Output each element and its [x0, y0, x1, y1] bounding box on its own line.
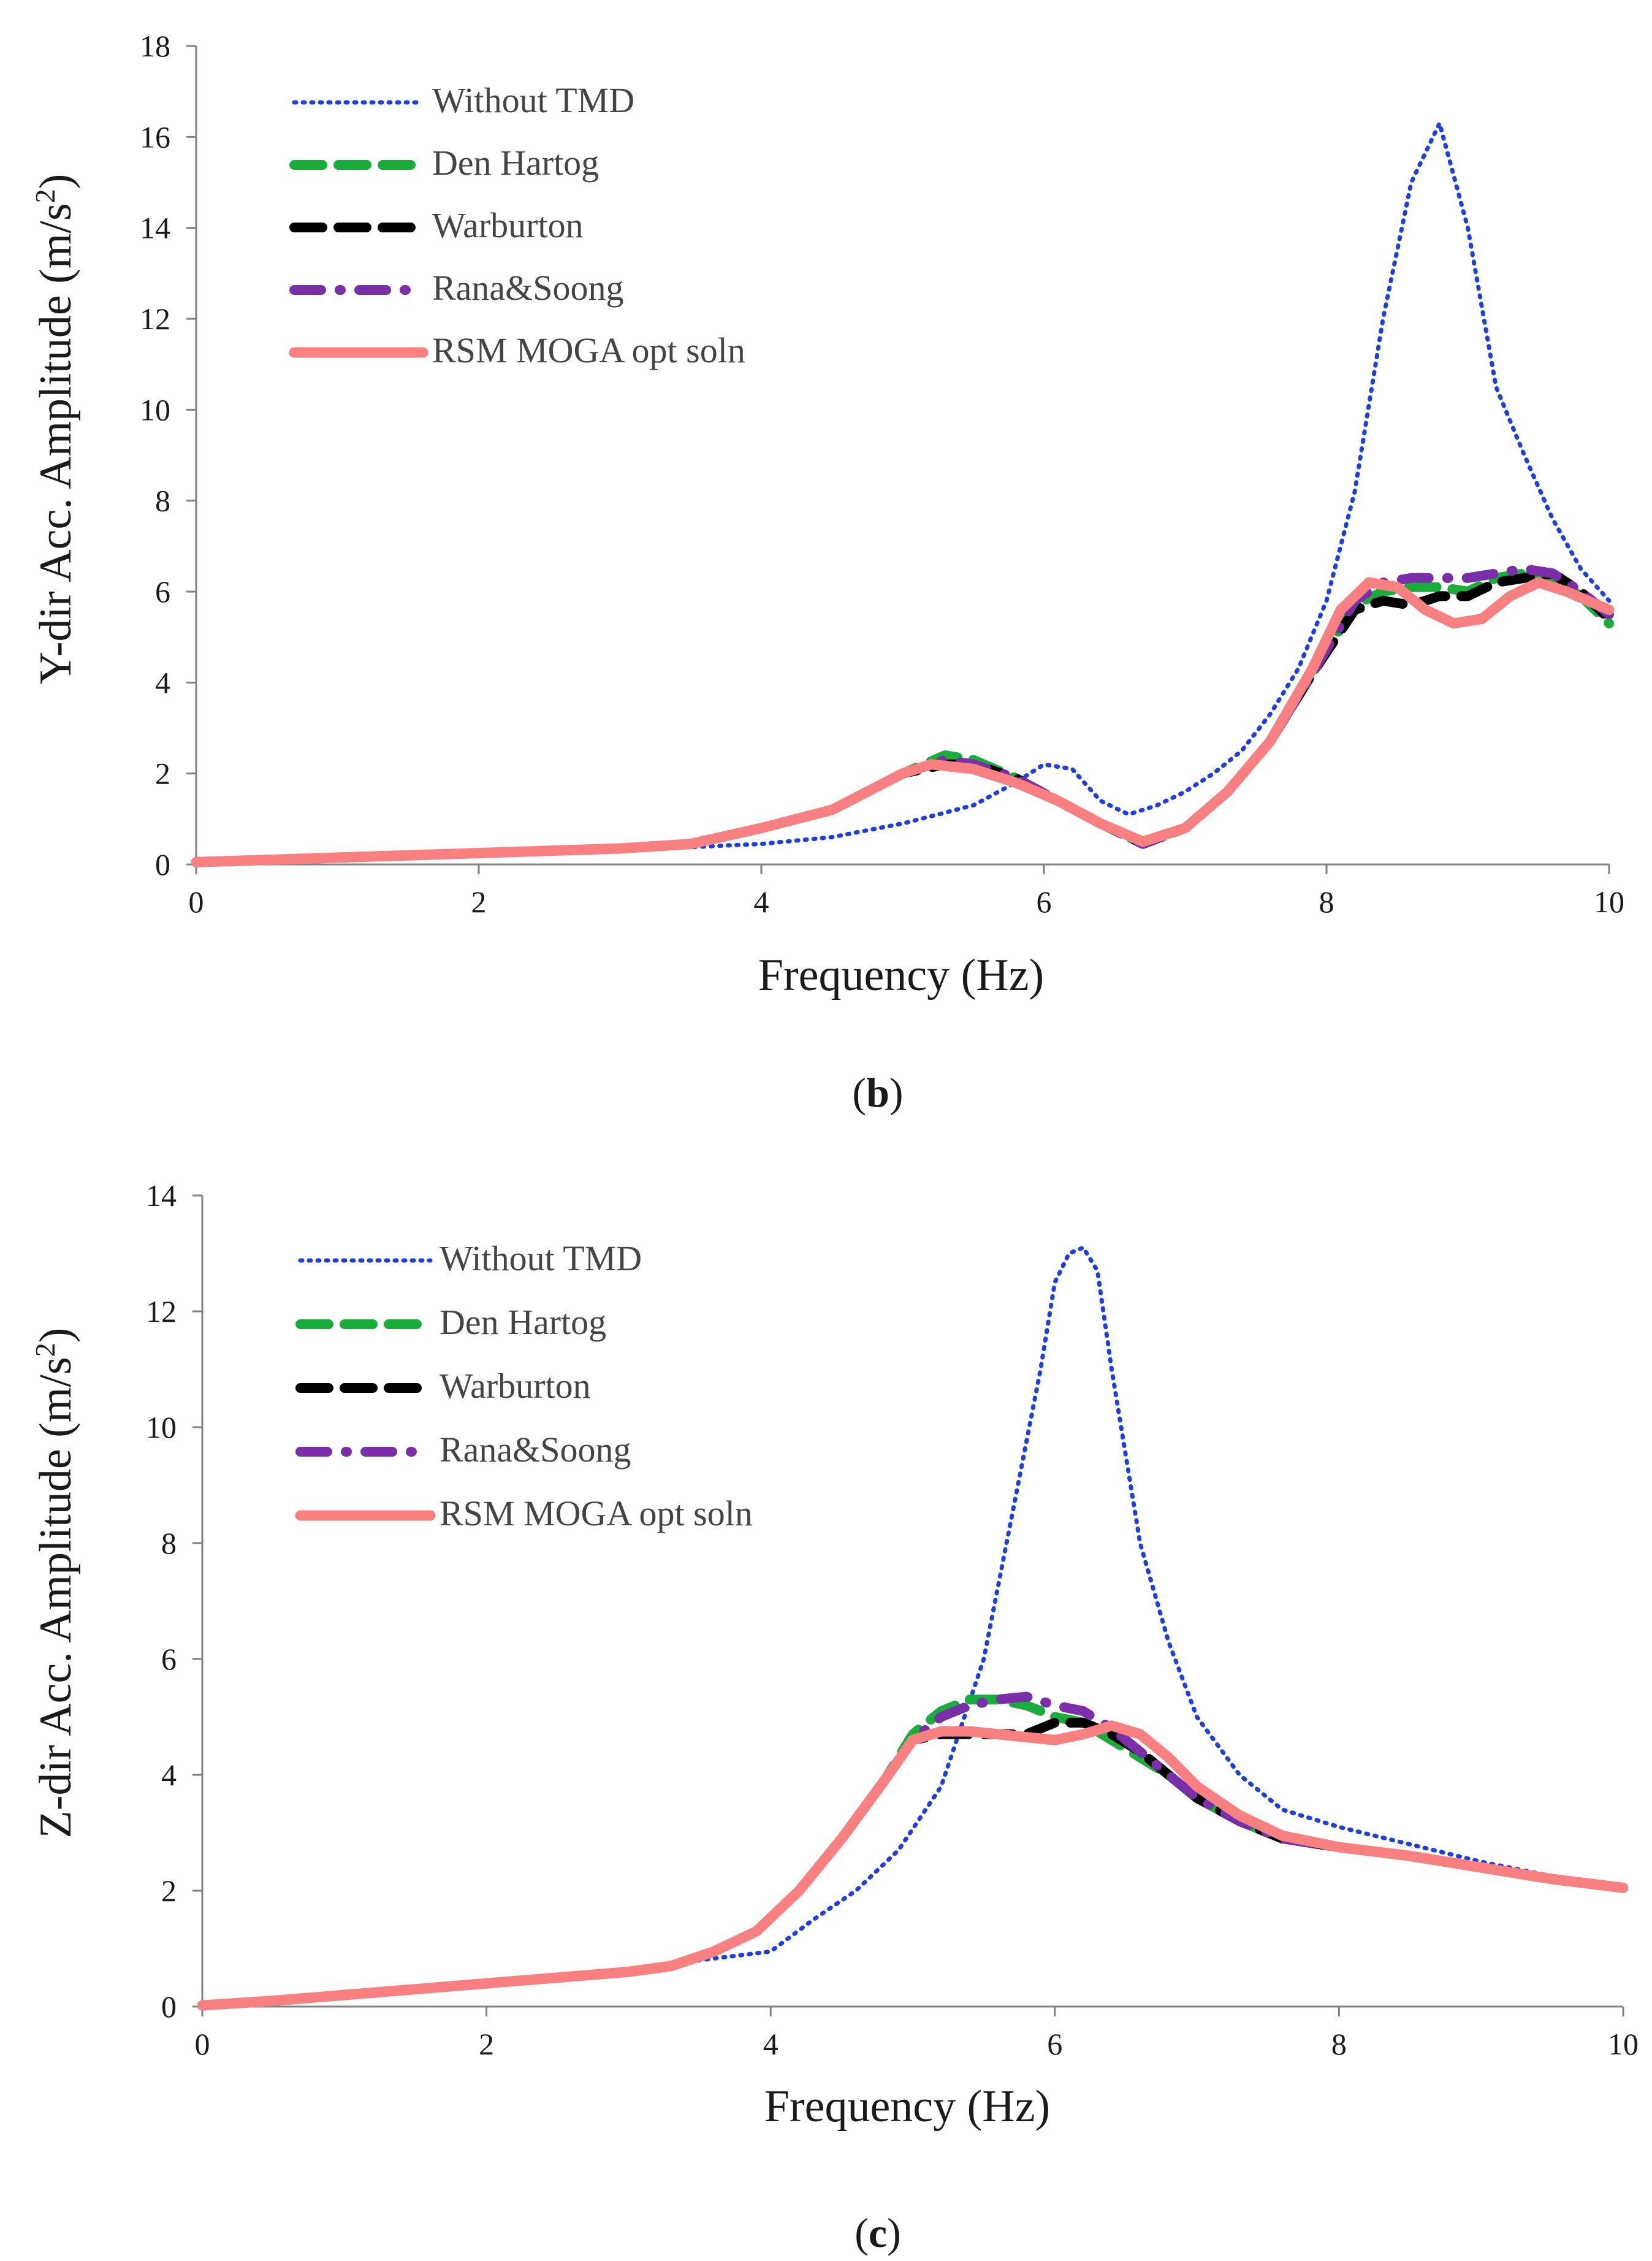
legend-c: Without TMD Den Hartog Warburton Rana&Soong…	[295, 1238, 753, 1533]
series-line-without-tmd	[200, 1245, 1626, 2008]
legend-label-without-tmd: Without TMD	[432, 80, 634, 120]
y-tick-label: 8	[161, 1526, 177, 1560]
x-tick-labels-c: 0 2 4 6 8 10	[195, 2027, 1639, 2061]
legend-label-rana-soong: Rana&Soong	[440, 1430, 631, 1470]
x-tick-label: 10	[1594, 885, 1624, 919]
legend-label-den-hartog: Den Hartog	[440, 1302, 606, 1342]
x-axis-title-b: Frequency (Hz)	[758, 950, 1044, 1001]
x-tick-label: 10	[1608, 2027, 1639, 2061]
x-tick-labels-b: 0 2 4 6 8 10	[189, 885, 1625, 919]
y-axis-title-end-b: )	[31, 174, 81, 189]
chart-panel-b: 0 2 4 6 8 10 12 14 16 18 0 2 4 6 8 10 Frequency (Hz) Y…	[29, 29, 1624, 1116]
panel-label-c-open: (	[855, 2210, 869, 2256]
y-tick-label: 10	[140, 392, 170, 427]
panel-label-c-letter: c	[869, 2210, 887, 2256]
panel-label-b-close: )	[889, 1069, 904, 1116]
legend-label-warburton: Warburton	[432, 205, 584, 245]
panel-label-b-open: (	[852, 1069, 866, 1116]
y-tick-label: 12	[146, 1294, 177, 1329]
y-tick-label: 0	[155, 847, 170, 882]
legend-label-rsm-moga-opt-soln: RSM MOGA opt soln	[432, 330, 745, 370]
legend-label-den-hartog: Den Hartog	[432, 143, 599, 183]
x-axis-title-c: Frequency (Hz)	[764, 2081, 1050, 2132]
y-tick-label: 8	[155, 484, 170, 518]
y-tick-label: 14	[140, 211, 170, 245]
x-tick-label: 4	[754, 885, 769, 919]
panel-label-c: (c)	[855, 2210, 901, 2256]
y-tick-labels-c: 0 2 4 6 8 10 12 14	[146, 1178, 177, 2024]
x-tick-label: 0	[195, 2027, 210, 2061]
legend-label-warburton: Warburton	[440, 1366, 591, 1406]
series-line-rsm-moga-opt-soln	[191, 577, 1615, 867]
x-tick-label: 8	[1319, 885, 1334, 919]
series-line-rsm-moga-opt-soln	[197, 1720, 1629, 2011]
panel-label-c-close: )	[887, 2210, 901, 2256]
y-axis-title-c: Z-dir Acc. Amplitude (m/s2)	[29, 1328, 81, 1839]
y-axis-title-b: Y-dir Acc. Amplitude (m/s2)	[29, 174, 81, 685]
y-tick-labels-b: 0 2 4 6 8 10 12 14 16 18	[140, 29, 170, 882]
y-tick-label: 2	[155, 757, 170, 791]
legend-b: Without TMD Den Hartog Warburton Rana&Soong…	[289, 80, 745, 370]
plot-area-b	[186, 45, 1615, 874]
y-tick-label: 6	[155, 574, 170, 609]
panel-label-b: (b)	[852, 1069, 903, 1116]
plot-area-c	[192, 1194, 1629, 2016]
y-tick-label: 14	[146, 1178, 177, 1213]
y-tick-label: 12	[140, 302, 170, 336]
y-axis-title-sup-c: 2	[29, 1343, 61, 1357]
y-axis-title-main-b: Y-dir Acc. Amplitude (m/s	[31, 203, 81, 684]
x-tick-label: 0	[189, 885, 204, 919]
x-tick-label: 4	[763, 2027, 778, 2061]
x-tick-label: 8	[1331, 2027, 1347, 2061]
y-tick-label: 2	[161, 1874, 177, 1908]
y-axis-title-sup-b: 2	[29, 189, 61, 203]
legend-label-rsm-moga-opt-soln: RSM MOGA opt soln	[440, 1493, 753, 1533]
y-tick-label: 0	[161, 1989, 177, 2024]
legend-label-rana-soong: Rana&Soong	[432, 268, 624, 308]
x-tick-label: 6	[1037, 885, 1052, 919]
x-tick-label: 2	[479, 2027, 494, 2061]
chart-panel-c: 0 2 4 6 8 10 12 14 0 2 4 6 8 10 Frequency (Hz) Z-dir…	[29, 1178, 1639, 2256]
y-axis-title-end-c: )	[31, 1328, 81, 1343]
panel-label-b-letter: b	[866, 1069, 889, 1116]
y-tick-label: 16	[140, 120, 170, 154]
x-tick-label: 2	[471, 885, 487, 919]
y-tick-label: 10	[146, 1410, 177, 1444]
y-tick-label: 6	[161, 1642, 177, 1676]
legend-label-without-tmd: Without TMD	[440, 1238, 642, 1278]
y-tick-label: 18	[140, 29, 170, 63]
y-tick-label: 4	[161, 1758, 177, 1792]
y-tick-label: 4	[155, 665, 170, 700]
y-axis-title-main-c: Z-dir Acc. Amplitude (m/s	[31, 1357, 81, 1838]
x-tick-label: 6	[1047, 2027, 1062, 2061]
